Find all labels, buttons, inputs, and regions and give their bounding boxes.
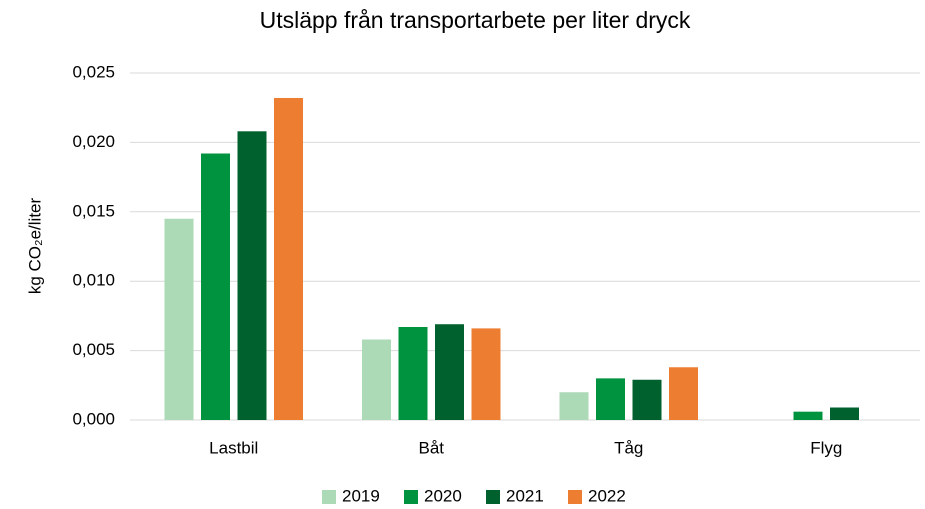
y-tick-label: 0,010 — [72, 271, 115, 290]
y-tick-label: 0,005 — [72, 340, 115, 359]
legend-label: 2019 — [342, 486, 380, 505]
bar — [830, 407, 859, 420]
bar — [362, 339, 391, 420]
bar — [632, 379, 662, 420]
y-tick-label: 0,015 — [72, 201, 115, 220]
legend-swatch — [486, 490, 500, 504]
legend-swatch — [322, 490, 336, 504]
bar — [669, 367, 698, 420]
bar — [596, 378, 625, 420]
bar — [471, 328, 501, 420]
bar — [164, 218, 194, 420]
bar — [201, 153, 230, 420]
bar — [435, 324, 464, 420]
chart-title: Utsläpp från transportarbete per liter d… — [260, 7, 691, 33]
y-axis-label: kg CO₂e/liter — [25, 197, 44, 294]
bar — [237, 131, 267, 420]
x-tick-label: Lastbil — [209, 438, 258, 457]
legend-label: 2021 — [506, 486, 544, 505]
legend-swatch — [568, 490, 582, 504]
bar — [398, 327, 428, 420]
bar — [793, 411, 823, 420]
x-tick-label: Flyg — [810, 438, 842, 457]
legend-label: 2020 — [424, 486, 462, 505]
bar — [274, 97, 303, 420]
x-tick-label: Tåg — [614, 438, 643, 457]
y-tick-label: 0,025 — [72, 62, 115, 81]
legend-label: 2022 — [588, 486, 626, 505]
y-tick-label: 0,020 — [72, 132, 115, 151]
y-tick-label: 0,000 — [72, 409, 115, 428]
legend-swatch — [404, 490, 418, 504]
x-tick-label: Båt — [418, 438, 444, 457]
bar — [559, 392, 589, 420]
